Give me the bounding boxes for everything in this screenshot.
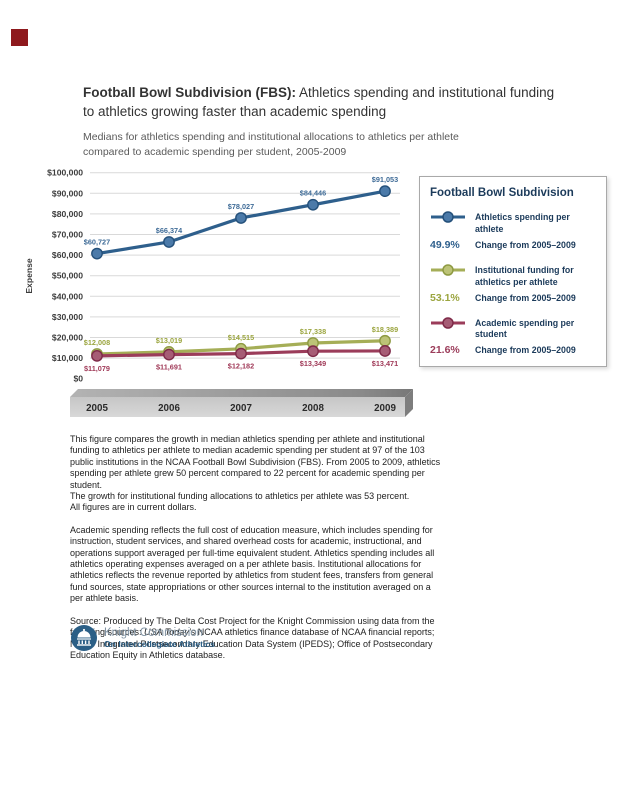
knight-commission-logo: Knight Commission On Intercollegiate Ath… [70, 624, 215, 652]
line-chart: $0 $10,000 $20,000 $30,000 $40,000 $50,000 $60… [24, 168, 413, 417]
chart-plot-area: $0 $10,000 $20,000 $30,000 $40,000 $50,000 $60… [24, 168, 400, 414]
paragraph-definitions: Academic spending reflects the full cost… [70, 524, 435, 604]
page-title: Football Bowl Subdivision (FBS): Athleti… [83, 84, 558, 121]
svg-text:$0: $0 [73, 374, 83, 384]
legend-change-label: Change from 2005–2009 [475, 239, 576, 250]
legend-label: Athletics spending per athlete [475, 212, 570, 234]
svg-text:2006: 2006 [158, 403, 180, 414]
svg-text:$60,000: $60,000 [52, 250, 83, 260]
paragraph-source: Source: Produced by The Delta Cost Proje… [70, 616, 446, 662]
legend-label: Academic spending per student [475, 317, 575, 340]
page-title-rest: Athletics spending and institutional fun… [83, 85, 555, 119]
legend-entry-athletics: Athletics spending per athlete 49.9% Cha… [430, 210, 596, 251]
legend-entry-institutional: Institutional funding for athletics per … [430, 263, 596, 304]
p1-line2: The growth for institutional funding all… [70, 491, 410, 502]
svg-text:$100,000: $100,000 [47, 168, 83, 178]
svg-text:$30,000: $30,000 [52, 312, 83, 322]
x-axis-3d-bar [70, 389, 413, 417]
knight-commission-dome-icon [71, 625, 97, 651]
svg-text:$14,515: $14,515 [228, 333, 254, 342]
legend-title: Football Bowl Subdivision [430, 187, 574, 199]
svg-text:$91,053: $91,053 [372, 175, 398, 184]
svg-text:$78,027: $78,027 [228, 202, 254, 211]
svg-text:$70,000: $70,000 [52, 230, 83, 240]
legend-label: Institutional funding for athletics per … [475, 264, 574, 287]
logo-text: Knight Commission On Intercollegiate Ath… [104, 627, 215, 650]
svg-text:2005: 2005 [86, 403, 108, 414]
body-text: This figure compares the growth in media… [70, 434, 446, 672]
logo-name: Knight Commission [104, 626, 204, 639]
legend-change-label: Change from 2005–2009 [475, 345, 576, 356]
paragraph-figure-description: This figure compares the growth in media… [70, 434, 446, 514]
source-italic: USA Today’s [144, 627, 196, 638]
bleed-mark [11, 29, 28, 46]
chart-legend: Football Bowl Subdivision Athletics spen… [419, 176, 607, 368]
svg-text:2009: 2009 [374, 403, 396, 414]
legend-pct-value: 53.1% [430, 291, 460, 304]
legend-entry-academic: Academic spending per student 21.6% Chan… [430, 316, 596, 357]
svg-text:$11,079: $11,079 [84, 364, 110, 373]
svg-text:$66,374: $66,374 [156, 226, 183, 235]
legend-pct-value: 21.6% [430, 344, 460, 357]
svg-text:$12,008: $12,008 [84, 338, 110, 347]
svg-text:$11,691: $11,691 [156, 363, 182, 372]
header: Football Bowl Subdivision (FBS): Athleti… [83, 84, 558, 160]
source-suffix: NCAA athletics finance database of NCAA … [70, 627, 435, 660]
svg-text:$60,727: $60,727 [84, 238, 110, 247]
svg-text:$80,000: $80,000 [52, 209, 83, 219]
logo-tagline: On Intercollegiate Athletics [104, 639, 215, 650]
svg-text:$10,000: $10,000 [52, 353, 83, 363]
page-title-bold: Football Bowl Subdivision (FBS): [83, 85, 296, 100]
page-subtitle: Medians for athletics spending and insti… [83, 131, 459, 158]
svg-text:$12,182: $12,182 [228, 362, 254, 371]
svg-text:$17,338: $17,338 [300, 327, 326, 336]
svg-text:$90,000: $90,000 [52, 188, 83, 198]
svg-text:Expense: Expense [24, 258, 34, 294]
institutional-series-swatch-icon [431, 264, 465, 276]
academic-series-swatch-icon [431, 316, 465, 329]
p1-main: This figure compares the growth in media… [70, 434, 441, 490]
legend-change-label: Change from 2005–2009 [475, 292, 576, 303]
svg-text:2007: 2007 [230, 403, 252, 414]
svg-text:2008: 2008 [302, 403, 324, 414]
svg-text:$13,349: $13,349 [300, 359, 326, 368]
source-prefix: Source: Produced by The Delta Cost Proje… [70, 615, 435, 638]
svg-text:$84,446: $84,446 [300, 189, 326, 198]
svg-text:$40,000: $40,000 [52, 291, 83, 301]
legend-pct-value: 49.9% [430, 238, 460, 251]
svg-text:$20,000: $20,000 [52, 333, 83, 343]
svg-text:$13,471: $13,471 [372, 359, 398, 368]
athletics-series-swatch-icon [431, 211, 465, 223]
svg-text:$13,019: $13,019 [156, 336, 182, 345]
svg-text:$18,389: $18,389 [372, 325, 398, 334]
svg-text:$50,000: $50,000 [52, 271, 83, 281]
p1-line3: All figures are in current dollars. [70, 502, 197, 513]
